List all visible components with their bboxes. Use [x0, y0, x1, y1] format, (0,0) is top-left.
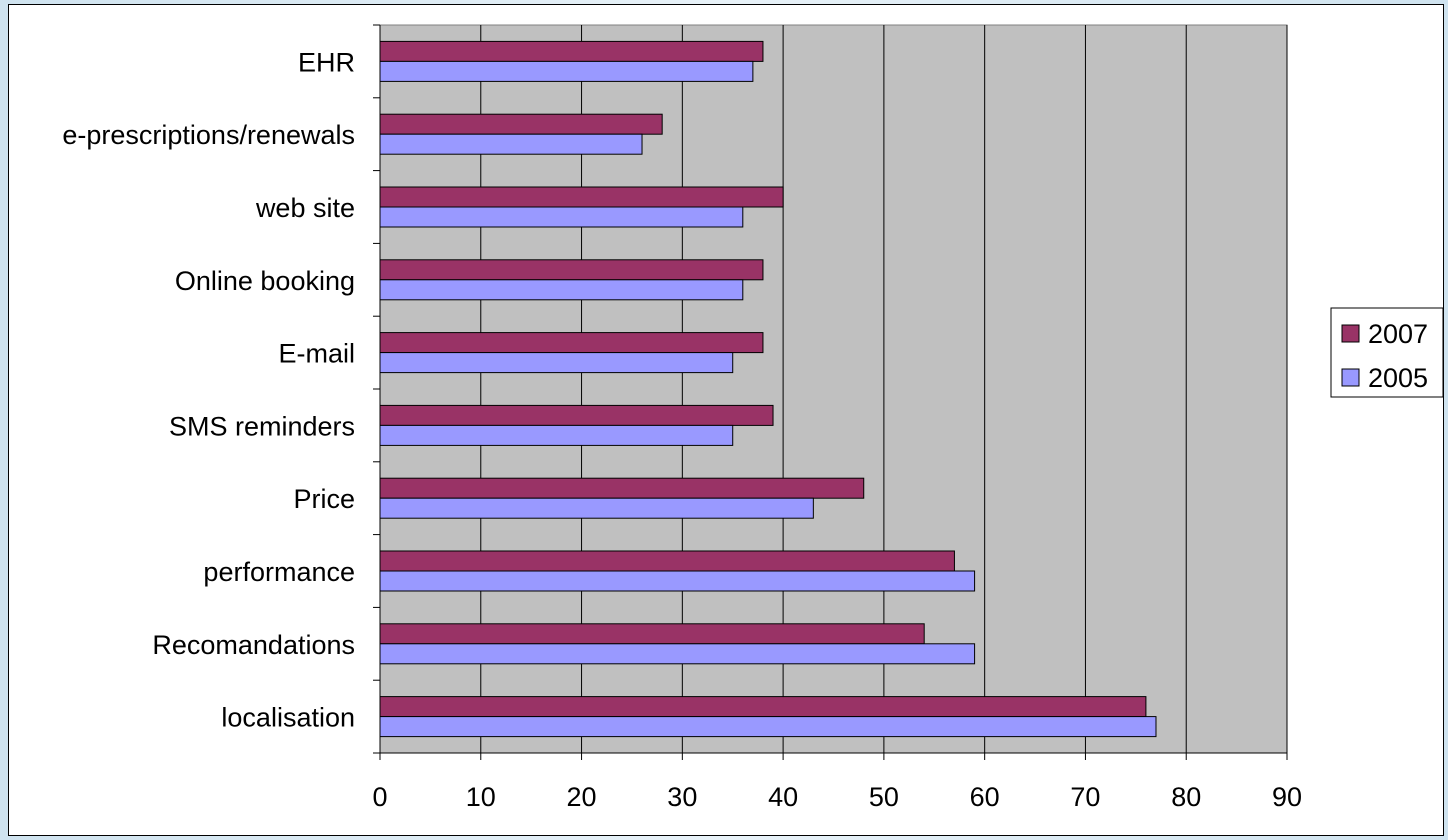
legend-swatch	[1341, 368, 1360, 387]
bar-2007-1	[379, 113, 663, 135]
category-label: performance	[203, 557, 355, 587]
bar-2005-6	[379, 497, 814, 519]
x-tick-label: 30	[667, 782, 697, 812]
axes	[373, 24, 1288, 760]
bar-2007-7	[379, 550, 955, 572]
bar-2007-6	[379, 477, 865, 499]
bar-2005-1	[379, 133, 643, 155]
x-tick-label: 10	[466, 782, 496, 812]
bars	[379, 40, 1157, 738]
bar-2005-9	[379, 716, 1157, 738]
x-tick-label: 70	[1070, 782, 1100, 812]
bar-2005-2	[379, 206, 744, 228]
bar-2007-4	[379, 332, 764, 354]
bar-2005-4	[379, 352, 734, 374]
bar-2005-7	[379, 570, 976, 592]
bar-2007-8	[379, 623, 925, 645]
category-label: E-mail	[278, 339, 355, 369]
bar-2007-3	[379, 259, 764, 281]
bar-2007-0	[379, 40, 764, 62]
bar-2007-2	[379, 186, 784, 208]
bar-2007-5	[379, 404, 774, 426]
category-label: localisation	[221, 703, 355, 733]
x-tick-label: 50	[869, 782, 899, 812]
x-tick-label: 40	[768, 782, 798, 812]
x-tick-label: 20	[567, 782, 597, 812]
legend-label: 2007	[1368, 319, 1428, 349]
category-label: e-prescriptions/renewals	[62, 120, 355, 150]
category-label: Recomandations	[152, 630, 355, 660]
x-tick-label: 80	[1171, 782, 1201, 812]
legend: 2007 2005	[1330, 307, 1444, 398]
x-tick-label: 60	[970, 782, 1000, 812]
bar-2007-9	[379, 696, 1147, 718]
category-label: EHR	[298, 47, 355, 77]
category-label: SMS reminders	[169, 411, 355, 441]
bar-2005-8	[379, 643, 976, 665]
bar-2005-5	[379, 424, 734, 446]
legend-swatch	[1341, 324, 1360, 343]
bar-2005-3	[379, 279, 744, 301]
category-label: web site	[255, 193, 355, 223]
legend-label: 2005	[1368, 363, 1428, 393]
category-label: Online booking	[175, 266, 355, 296]
bar-2005-0	[379, 60, 754, 82]
x-tick-label: 90	[1272, 782, 1302, 812]
x-tick-label: 0	[372, 782, 387, 812]
category-label: Price	[293, 484, 355, 514]
labels: EHR e-prescriptions/renewals web site Onlin…	[62, 47, 1302, 812]
